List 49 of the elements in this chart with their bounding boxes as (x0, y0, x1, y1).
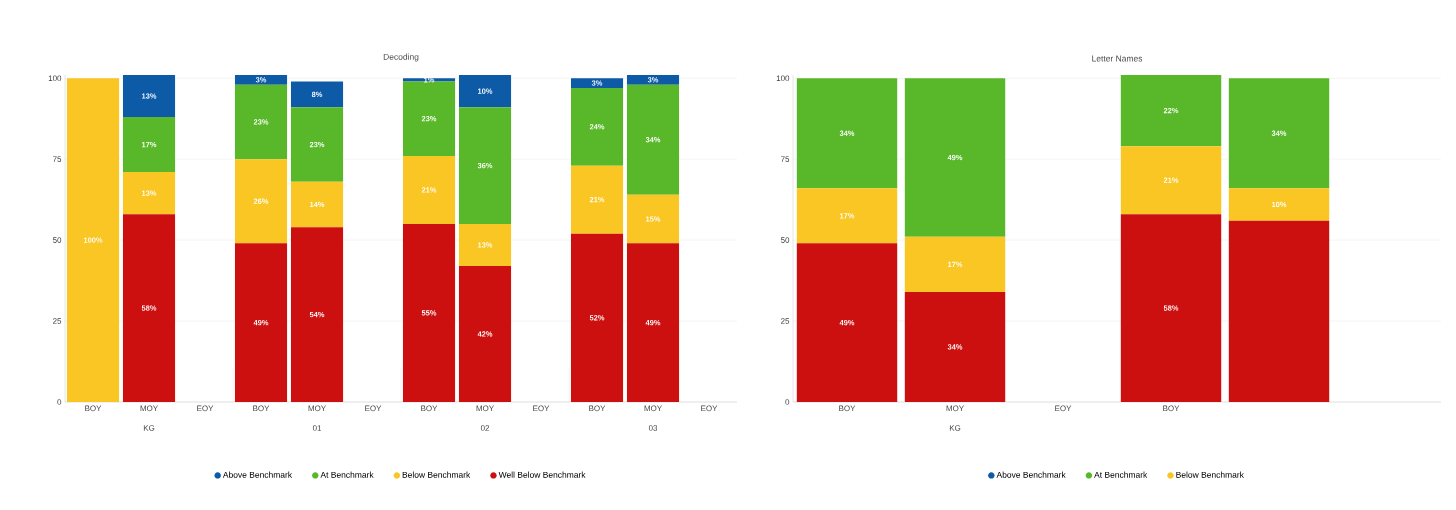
bar (290, 107, 344, 182)
legend-label: At Benchmark (1094, 471, 1148, 478)
bar (234, 243, 288, 402)
bar (1120, 146, 1222, 215)
bar (904, 78, 1006, 237)
bar (904, 236, 1006, 292)
bar (402, 81, 456, 156)
bar (402, 223, 456, 402)
bar (626, 194, 680, 244)
bar (122, 214, 176, 402)
bar (458, 223, 512, 266)
bar (626, 243, 680, 402)
bar (402, 155, 456, 224)
bar (458, 74, 512, 108)
bar (290, 81, 344, 108)
bar (570, 87, 624, 166)
legend-label: Below Benchmark (1176, 471, 1244, 478)
bar (234, 74, 288, 85)
legend-label: Above Benchmark (222, 471, 293, 478)
bar (122, 117, 176, 173)
bar (570, 233, 624, 402)
bar (1228, 78, 1330, 189)
bar (570, 165, 624, 234)
bar (1120, 74, 1222, 147)
bar (290, 181, 344, 228)
chart-title: Decoding (383, 53, 419, 62)
bar (458, 107, 512, 224)
bar (234, 84, 288, 160)
bar (570, 78, 624, 88)
bar (1120, 214, 1222, 402)
bar (458, 266, 512, 402)
chart-title: Letter Names (1092, 55, 1143, 62)
bar (796, 243, 898, 402)
bar (1228, 188, 1330, 221)
legend-label: At Benchmark (320, 471, 374, 478)
bar (1228, 220, 1330, 402)
bar (66, 78, 120, 402)
bar (796, 188, 898, 244)
bar (626, 84, 680, 195)
legend-label: Well Below Benchmark (498, 471, 586, 478)
legend-label: Above Benchmark (996, 471, 1066, 478)
bar (234, 159, 288, 244)
bar (122, 74, 176, 118)
legend-label: Below Benchmark (402, 471, 471, 478)
bar (904, 291, 1006, 402)
bar (122, 172, 176, 215)
bar (626, 74, 680, 85)
bar (290, 227, 344, 402)
bar (796, 78, 898, 189)
